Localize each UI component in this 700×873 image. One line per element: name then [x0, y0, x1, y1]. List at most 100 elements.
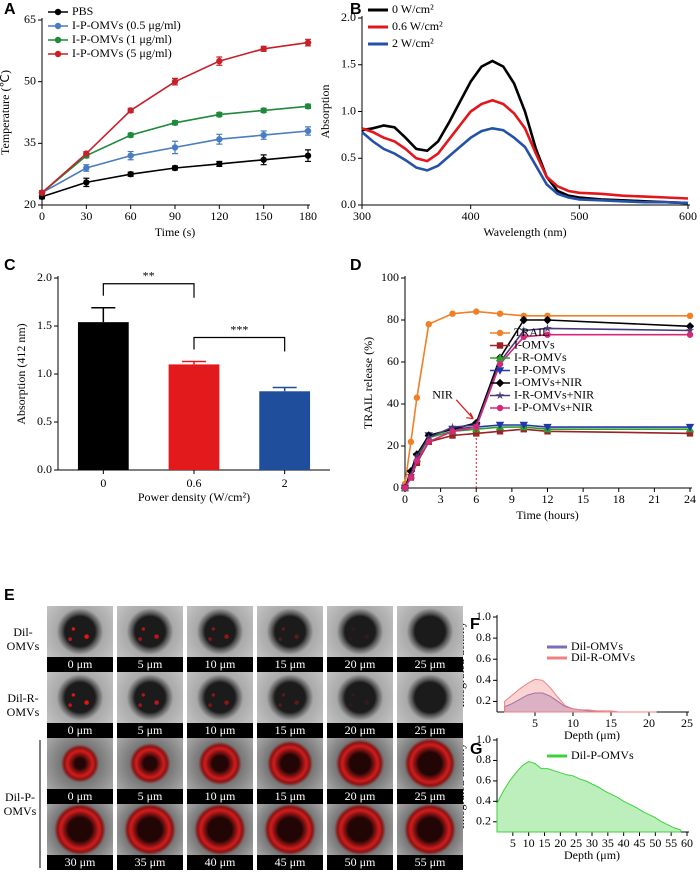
micrograph	[257, 606, 323, 657]
point	[171, 144, 179, 151]
micrograph	[187, 606, 253, 657]
error-bar	[91, 307, 116, 323]
image-tile: 5 μm	[117, 738, 183, 804]
y-tick-label: 20	[387, 438, 399, 452]
depth-label: 25 μm	[414, 789, 446, 803]
point	[407, 438, 415, 445]
x-tick-label: 3	[438, 492, 444, 506]
micrograph	[187, 804, 253, 855]
error-bar	[272, 386, 297, 392]
legend-label: I-P-OMVs (1 μg/ml)	[72, 32, 172, 46]
image-tile: 20 μm	[327, 672, 393, 738]
micrograph	[117, 606, 183, 657]
x-tick-label: 20	[643, 716, 655, 730]
depth-label: 30 μm	[64, 855, 96, 869]
panel-letter: E	[4, 587, 15, 604]
point	[83, 150, 90, 157]
point	[413, 394, 421, 401]
point	[216, 57, 223, 65]
image-tile: 25 μm	[397, 606, 463, 672]
significance-label: **	[143, 269, 155, 283]
image-tile: 10 μm	[187, 606, 253, 672]
depth-label: 15 μm	[274, 723, 306, 737]
legend-marker	[54, 22, 62, 30]
y-tick-label: 0.8	[476, 630, 491, 644]
micrograph	[397, 804, 463, 855]
micrograph	[397, 738, 463, 789]
point	[38, 189, 46, 196]
y-tick-label: 50	[24, 73, 36, 87]
y-tick-label: 1.5	[37, 318, 52, 332]
x-tick-label: 40	[618, 836, 630, 850]
point	[260, 156, 267, 163]
y-tick-label: 60	[387, 354, 399, 368]
x-tick-label: 0	[100, 476, 106, 490]
micrograph	[187, 672, 253, 723]
point	[127, 131, 134, 139]
image-tile: 25 μm	[397, 738, 463, 804]
panel-letter: G	[470, 741, 482, 758]
legend-label: I-P-OMVs (0.5 μg/ml)	[72, 18, 181, 32]
point	[424, 433, 433, 442]
point	[496, 310, 504, 317]
annotation-arrow	[455, 399, 474, 420]
y-tick-label: 0.4	[476, 672, 491, 686]
legend-label: I-P-OMVs	[514, 362, 566, 376]
micrograph	[257, 804, 323, 855]
image-tile: 30 μm	[47, 804, 113, 870]
point	[519, 421, 528, 430]
y-tick-label: 100	[381, 270, 399, 284]
image-tile: 0 μm	[47, 606, 113, 672]
image-tile: 0 μm	[47, 738, 113, 804]
legend-marker	[495, 353, 505, 362]
micrograph	[397, 672, 463, 723]
x-tick-label: 120	[210, 209, 228, 223]
x-tick-label: 25	[681, 716, 693, 730]
point	[425, 321, 432, 328]
depth-label: 40 μm	[204, 855, 236, 869]
bar	[77, 322, 129, 470]
depth-label: 25 μm	[414, 657, 446, 671]
point	[449, 428, 456, 435]
point	[685, 326, 695, 335]
y-tick-label: 0.0	[37, 462, 52, 476]
y-tick-label: 1.0	[476, 609, 491, 623]
point	[304, 103, 312, 110]
legend-label: Dil-R-OMVs	[571, 650, 635, 664]
y-tick-label: 0.2	[476, 693, 491, 707]
legend-label: I-R-OMVs+NIR	[514, 387, 594, 401]
micrograph	[47, 804, 113, 855]
y-tick-label: 0.5	[341, 150, 356, 164]
line	[404, 428, 691, 489]
x-tick-label: 300	[353, 209, 371, 223]
x-tick-label: 12	[542, 492, 554, 506]
point	[412, 452, 422, 461]
depth-label: 15 μm	[274, 657, 306, 671]
point	[171, 164, 179, 172]
y-tick-label: 0.6	[476, 773, 491, 787]
point	[544, 331, 551, 338]
depth-label: 45 μm	[274, 855, 306, 869]
x-tick-label: 180	[299, 209, 317, 223]
panel-letter: F	[470, 616, 480, 633]
y-tick-label: 65	[24, 12, 36, 26]
x-tick-label: 500	[570, 209, 588, 223]
y-tick-label: 35	[24, 135, 36, 149]
bar	[259, 391, 311, 470]
depth-label: 10 μm	[204, 723, 236, 737]
y-axis-label: TRAIL release (%)	[361, 337, 375, 429]
point	[171, 78, 179, 85]
y-axis-label: Absorption (412 nm)	[14, 323, 28, 424]
depth-label: 5 μm	[137, 657, 163, 671]
x-tick-label: 2	[282, 476, 288, 490]
point	[520, 333, 527, 340]
point	[260, 45, 267, 52]
y-tick-label: 40	[387, 396, 399, 410]
y-tick-label: 0.0	[341, 197, 356, 211]
line	[361, 126, 689, 205]
area	[504, 678, 657, 713]
image-tile: 15 μm	[257, 606, 323, 672]
image-tile: 45 μm	[257, 804, 323, 870]
